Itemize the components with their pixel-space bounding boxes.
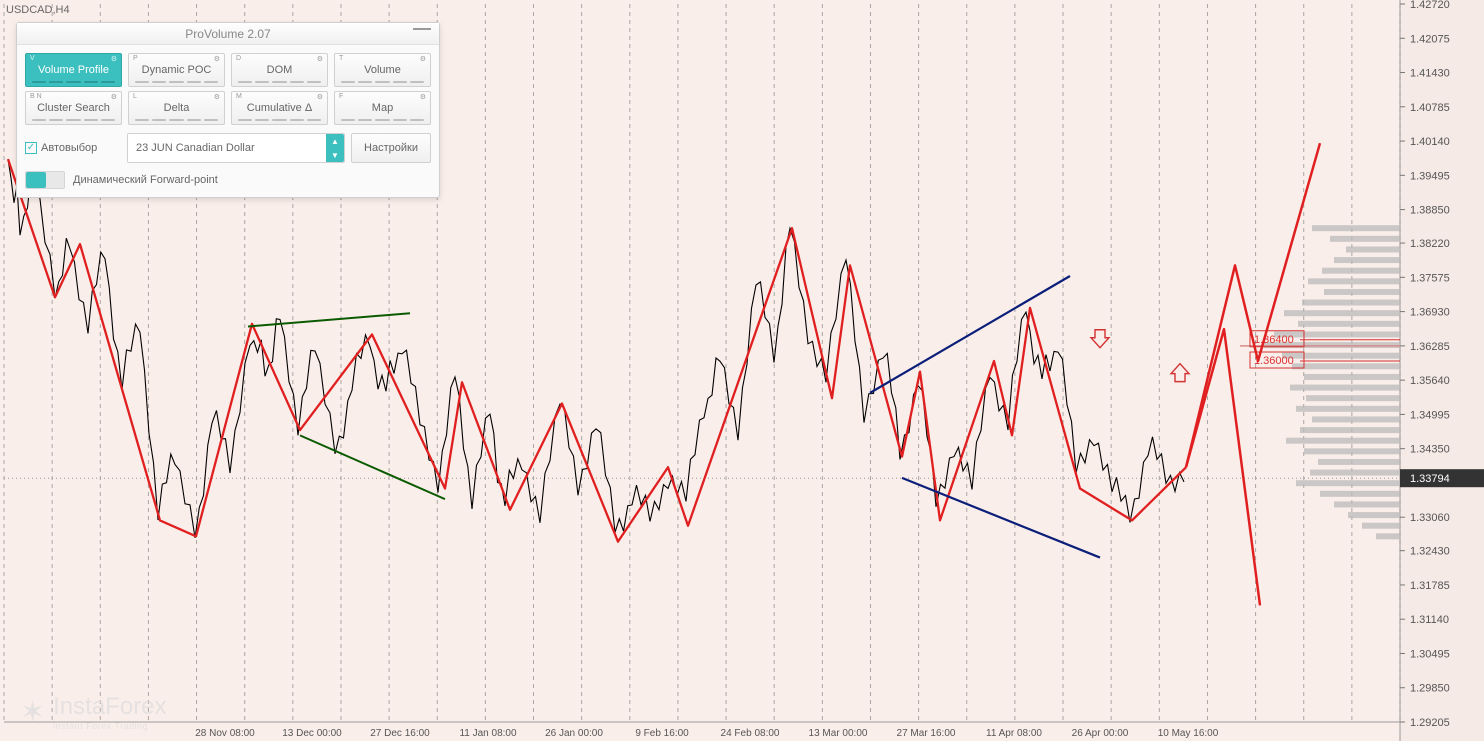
- svg-text:13 Dec 00:00: 13 Dec 00:00: [282, 728, 342, 739]
- panel-button-delta[interactable]: L ⚙Delta: [128, 91, 225, 125]
- settings-button[interactable]: Настройки: [351, 133, 431, 163]
- svg-text:9 Feb 16:00: 9 Feb 16:00: [635, 728, 689, 739]
- panel-title: ProVolume 2.07: [185, 27, 270, 41]
- svg-text:1.36285: 1.36285: [1410, 341, 1450, 353]
- svg-text:1.31140: 1.31140: [1410, 614, 1449, 626]
- forward-point-label: Динамический Forward-point: [73, 174, 218, 186]
- svg-text:1.30495: 1.30495: [1410, 648, 1450, 660]
- svg-text:10 May 16:00: 10 May 16:00: [1158, 728, 1219, 739]
- svg-text:1.38220: 1.38220: [1410, 238, 1450, 250]
- panel-button-volume-profile[interactable]: V ⚙Volume Profile: [25, 53, 122, 87]
- svg-text:1.39495: 1.39495: [1410, 170, 1450, 182]
- watermark-tagline: instant Forex Trading: [53, 721, 166, 731]
- svg-text:1.31785: 1.31785: [1410, 580, 1450, 592]
- svg-text:26 Apr 00:00: 26 Apr 00:00: [1072, 728, 1129, 739]
- panel-button-cumulative-δ[interactable]: M ⚙Cumulative Δ: [231, 91, 328, 125]
- autopick-label: Автовыбор: [41, 142, 97, 154]
- panel-row-4: Динамический Forward-point: [17, 171, 439, 197]
- minimize-icon[interactable]: [413, 28, 431, 30]
- svg-text:1.32430: 1.32430: [1410, 546, 1450, 558]
- svg-text:13 Mar 00:00: 13 Mar 00:00: [809, 728, 868, 739]
- watermark-logo-icon: ✶: [20, 695, 45, 730]
- svg-text:1.36400: 1.36400: [1254, 334, 1294, 346]
- svg-text:1.37575: 1.37575: [1410, 272, 1450, 284]
- svg-text:1.36930: 1.36930: [1410, 307, 1450, 319]
- svg-text:27 Dec 16:00: 27 Dec 16:00: [370, 728, 430, 739]
- svg-text:1.42720: 1.42720: [1410, 0, 1450, 11]
- check-icon: ✓: [25, 142, 37, 154]
- svg-text:1.34995: 1.34995: [1410, 409, 1450, 421]
- panel-titlebar[interactable]: ProVolume 2.07: [17, 23, 439, 45]
- svg-text:1.33794: 1.33794: [1410, 473, 1450, 485]
- panel-button-dynamic-poc[interactable]: P ⚙Dynamic POC: [128, 53, 225, 87]
- svg-text:26 Jan 00:00: 26 Jan 00:00: [545, 728, 603, 739]
- svg-text:1.40140: 1.40140: [1410, 136, 1450, 148]
- svg-text:1.42075: 1.42075: [1410, 33, 1450, 45]
- svg-text:1.35640: 1.35640: [1410, 375, 1450, 387]
- svg-text:11 Apr 08:00: 11 Apr 08:00: [986, 728, 1042, 739]
- panel-row-3: ✓ Автовыбор 23 JUN Canadian Dollar ▲▼ На…: [17, 133, 439, 171]
- panel-button-volume[interactable]: T ⚙Volume: [334, 53, 431, 87]
- svg-text:11 Jan 08:00: 11 Jan 08:00: [459, 728, 517, 739]
- provolume-panel: ProVolume 2.07 V ⚙Volume ProfileP ⚙Dynam…: [16, 22, 440, 198]
- svg-text:27 Mar 16:00: 27 Mar 16:00: [897, 728, 956, 739]
- svg-text:1.40785: 1.40785: [1410, 102, 1450, 114]
- contract-value: 23 JUN Canadian Dollar: [136, 142, 255, 154]
- spinner-icon[interactable]: ▲▼: [326, 134, 344, 162]
- svg-text:1.34350: 1.34350: [1410, 444, 1450, 456]
- panel-row-2: B N⚙Cluster SearchL ⚙DeltaM ⚙Cumulative …: [17, 91, 439, 133]
- svg-text:1.29205: 1.29205: [1410, 717, 1450, 729]
- svg-text:1.29850: 1.29850: [1410, 683, 1450, 695]
- chart-stage: USDCAD,H4 1.427201.420751.414301.407851.…: [0, 0, 1484, 741]
- panel-button-cluster-search[interactable]: B N⚙Cluster Search: [25, 91, 122, 125]
- autopick-checkbox[interactable]: ✓ Автовыбор: [25, 142, 121, 154]
- panel-button-dom[interactable]: D ⚙DOM: [231, 53, 328, 87]
- panel-button-map[interactable]: F ⚙Map: [334, 91, 431, 125]
- svg-text:24 Feb 08:00: 24 Feb 08:00: [721, 728, 780, 739]
- panel-row-1: V ⚙Volume ProfileP ⚙Dynamic POCD ⚙DOMT ⚙…: [17, 45, 439, 91]
- svg-text:28 Nov 08:00: 28 Nov 08:00: [195, 728, 255, 739]
- forward-point-toggle[interactable]: [25, 171, 65, 189]
- watermark-brand: InstaForex: [53, 693, 166, 721]
- svg-text:1.38850: 1.38850: [1410, 205, 1450, 217]
- svg-text:1.33060: 1.33060: [1410, 512, 1450, 524]
- contract-select[interactable]: 23 JUN Canadian Dollar ▲▼: [127, 133, 345, 163]
- watermark: ✶ InstaForex instant Forex Trading: [20, 693, 167, 731]
- svg-text:1.41430: 1.41430: [1410, 68, 1450, 80]
